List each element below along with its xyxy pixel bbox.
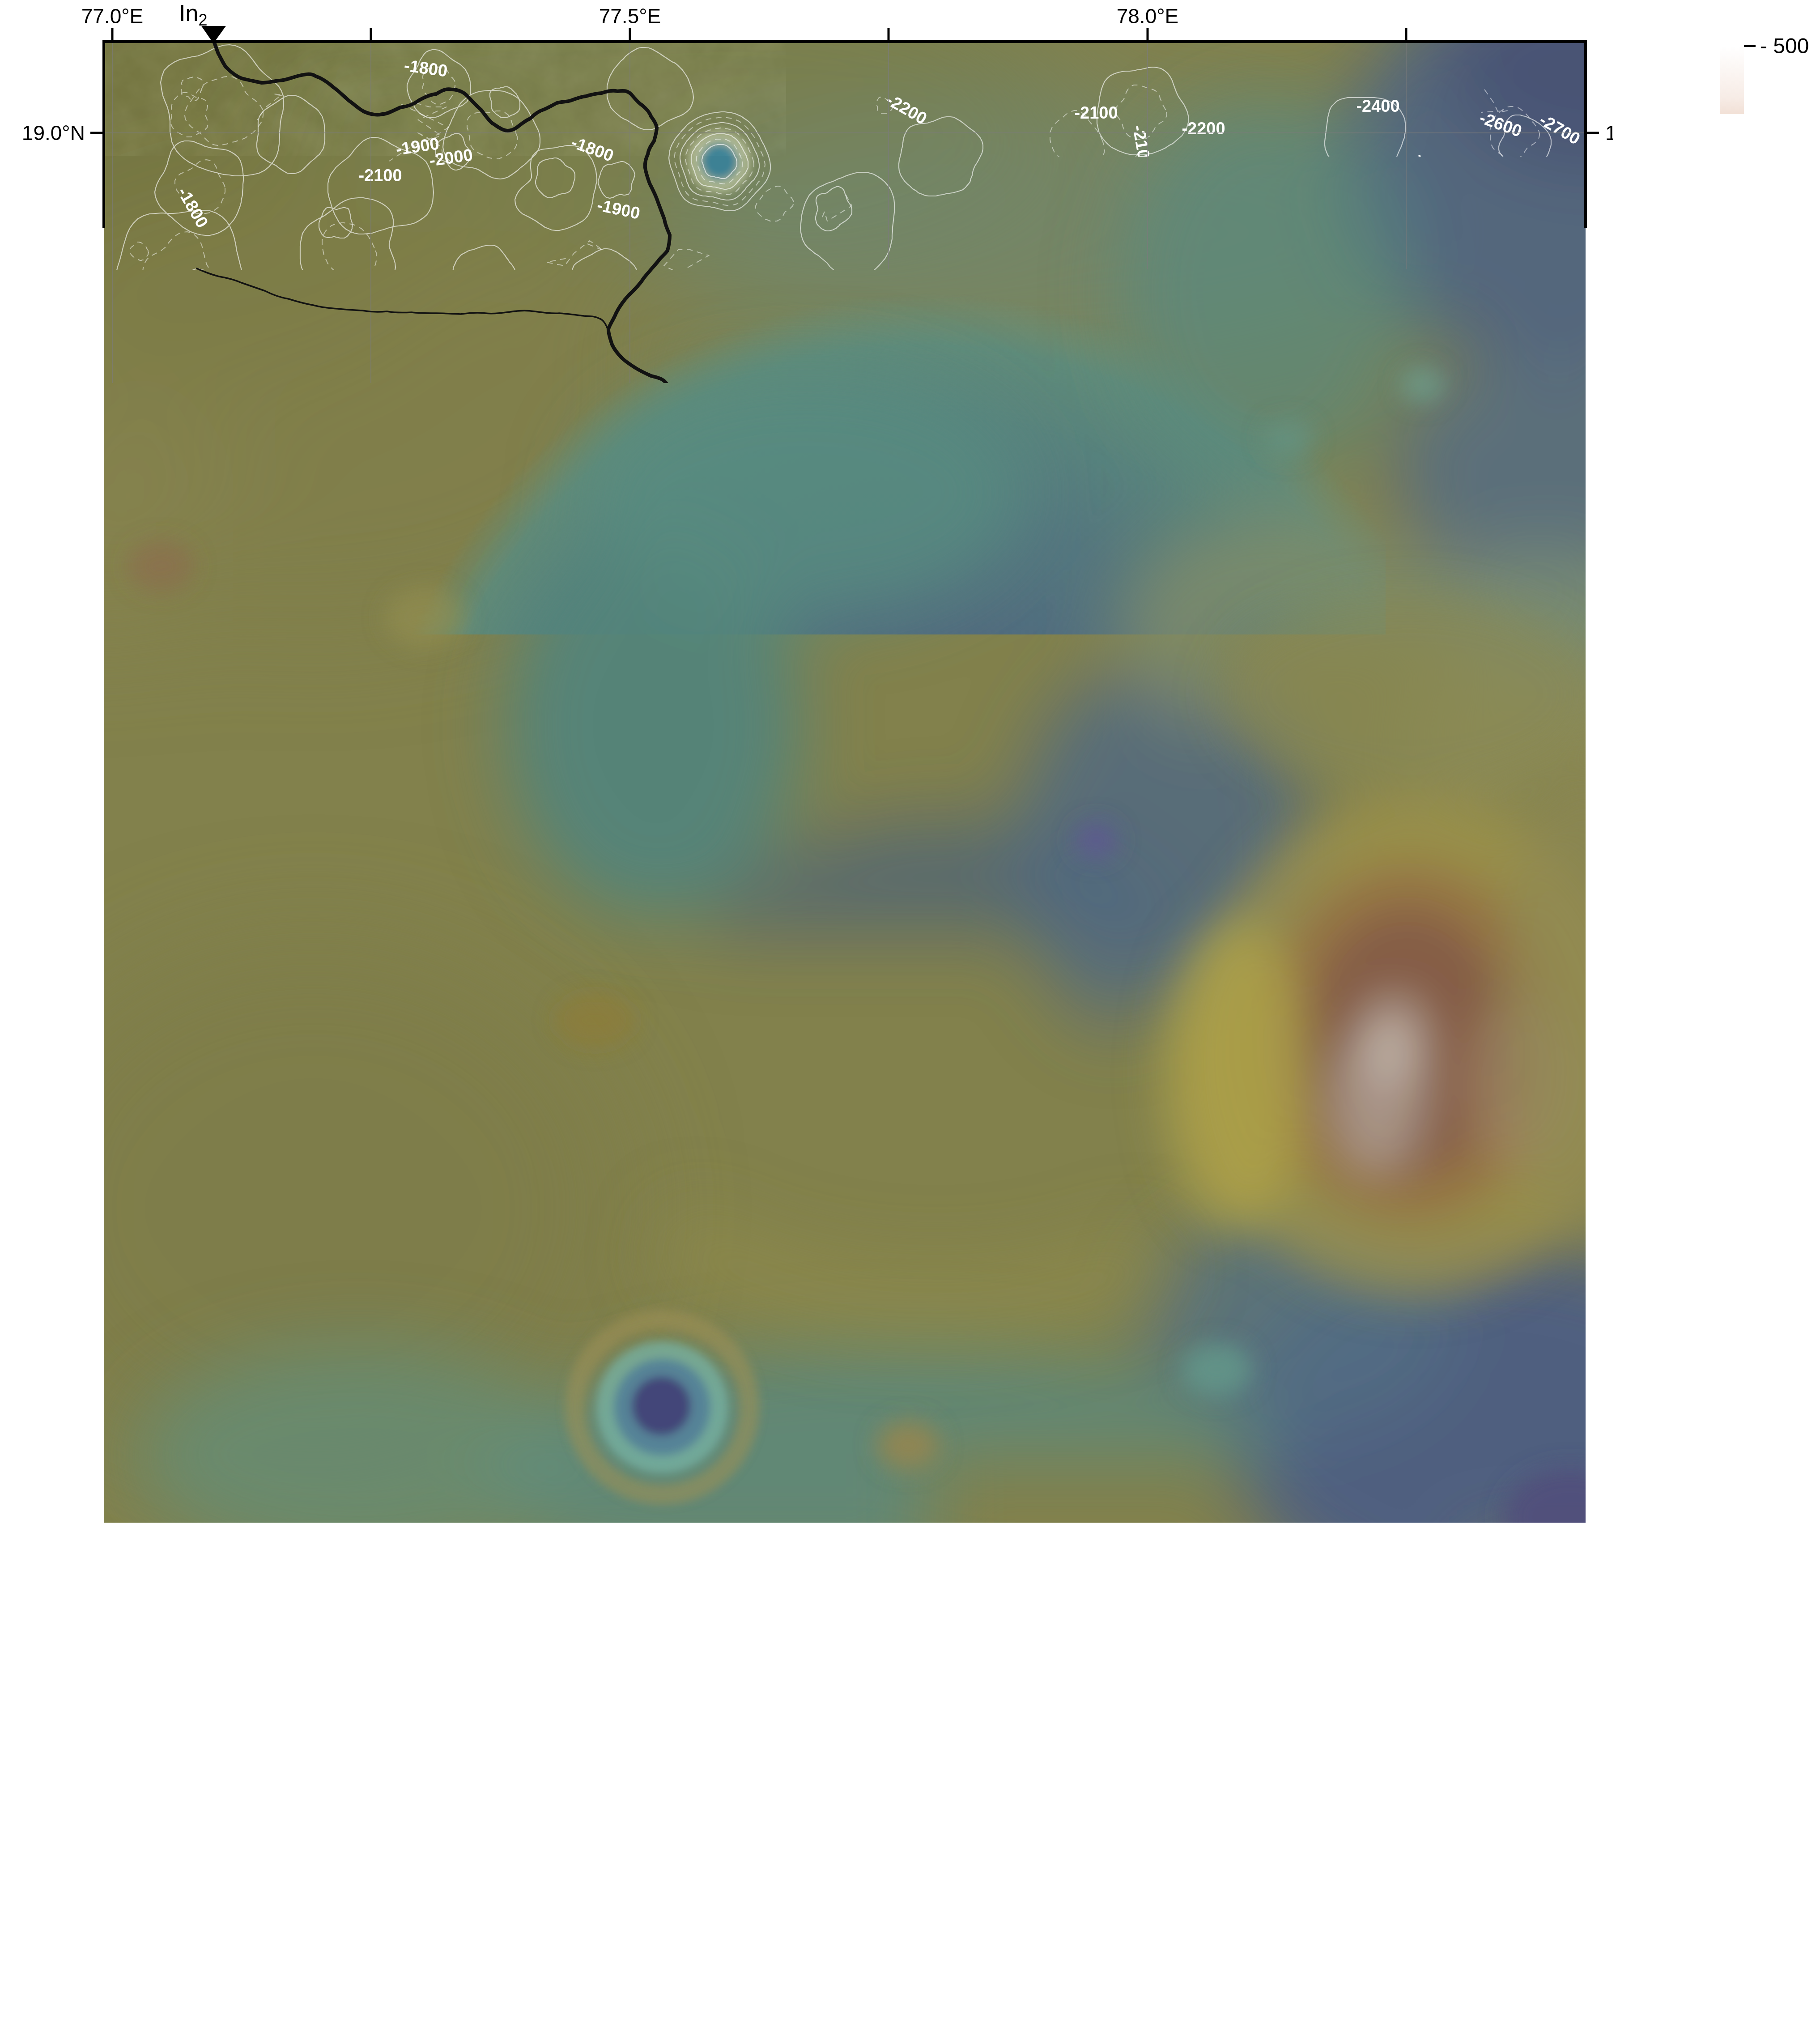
- svg-text:40: 40: [486, 1978, 513, 2005]
- svg-text:18.5°N: 18.5°N: [22, 659, 85, 682]
- svg-text:70: 70: [190, 1978, 217, 2005]
- svg-text:- 3145: - 3145: [1760, 1509, 1820, 1533]
- svg-text:Topographic profile lenght, st: Topographic profile lenght, starting fro…: [399, 2012, 1292, 2039]
- svg-text:10: 10: [782, 1978, 809, 2005]
- svg-text:20: 20: [1078, 1978, 1105, 2005]
- svg-text:-2400: -2400: [24, 1835, 85, 1861]
- svg-text:18.0°N: 18.0°N: [1605, 1197, 1668, 1220]
- svg-text:311 m: 311 m: [933, 1860, 996, 1886]
- svg-text:- 3000: - 3000: [1760, 1428, 1820, 1452]
- svg-text:18.5°N: 18.5°N: [1605, 659, 1668, 682]
- svg-text:30: 30: [1177, 1978, 1204, 2005]
- svg-text:-1800: -1800: [24, 1715, 85, 1742]
- svg-text:-2000: -2000: [24, 1755, 85, 1782]
- svg-text:50: 50: [387, 1978, 414, 2005]
- svg-text:SCALE 1:575,000 (1MM = 0.575 K: SCALE 1:575,000 (1MM = 0.575 KM): [1082, 1568, 1468, 1594]
- svg-text:60: 60: [289, 1978, 316, 2005]
- svg-text:Out1: Outlet Valley: Out1: Outlet Valley: [142, 1928, 339, 1958]
- svg-text:Height above GMM3 Mars Areoid: Height above GMM3 Mars Areoid (m): [1680, 598, 1705, 968]
- svg-text:Creative commons BY-SA 3.0 IGO: Creative commons BY-SA 3.0 IGO: [134, 1496, 346, 1512]
- svg-text:78.0°E: 78.0°E: [1117, 1535, 1179, 1558]
- svg-text:20 x vertical exaggeration: 20 x vertical exaggeration: [1291, 1707, 1566, 1734]
- svg-text:80: 80: [92, 1978, 119, 2005]
- svg-text:km: km: [334, 1562, 364, 1587]
- svg-text:50: 50: [1375, 1978, 1402, 2005]
- svg-text:2.5: 2.5: [196, 1607, 227, 1632]
- svg-text:20: 20: [520, 1607, 545, 1632]
- svg-text:- 1000: - 1000: [1760, 313, 1820, 336]
- svg-text:19.0°N: 19.0°N: [22, 121, 85, 145]
- svg-text:- 500: - 500: [1760, 34, 1809, 58]
- svg-text:- 2000: - 2000: [1760, 870, 1820, 894]
- svg-text:-3000: -3000: [24, 1952, 85, 1979]
- svg-text:Height above GMM3 Mars Areoid: Height above GMM3 Mars Areoid (m): [6, 1635, 32, 2020]
- svg-text:15: 15: [428, 1607, 453, 1632]
- svg-text:© ESA/DLR/FU Berlin: © ESA/DLR/FU Berlin: [112, 1476, 287, 1496]
- svg-text:-2600: -2600: [24, 1874, 85, 1901]
- svg-text:10: 10: [979, 1978, 1006, 2005]
- svg-text:40: 40: [1276, 1978, 1303, 2005]
- svg-text:STEREOGRAPHIC PROJECTION (clat: STEREOGRAPHIC PROJECTION (clat: 18.40°N,…: [952, 1596, 1598, 1625]
- svg-text:60: 60: [1474, 1978, 1501, 2005]
- svg-text:0: 0: [159, 1607, 171, 1632]
- svg-text:77.5°E: 77.5°E: [599, 4, 661, 28]
- svg-text:5: 5: [251, 1607, 263, 1632]
- svg-text:-2684 m: -2684 m: [882, 1913, 968, 1939]
- svg-text:-1600: -1600: [24, 1675, 85, 1702]
- svg-text:- 2500: - 2500: [1760, 1149, 1820, 1173]
- svg-text:77.0°E: 77.0°E: [81, 1535, 144, 1558]
- svg-text:-2373 m: -2373 m: [880, 1816, 965, 1842]
- svg-text:77.0°E: 77.0°E: [81, 4, 144, 28]
- svg-text:78.0°E: 78.0°E: [1117, 4, 1179, 28]
- svg-text:77.5°E: 77.5°E: [599, 1535, 661, 1558]
- svg-text:18.0°N: 18.0°N: [22, 1197, 85, 1220]
- svg-text:10: 10: [336, 1607, 361, 1632]
- svg-text:19.0°N: 19.0°N: [1605, 121, 1668, 145]
- svg-text:70: 70: [1573, 1978, 1599, 2005]
- svg-text:0: 0: [887, 1978, 901, 2005]
- svg-text:-2200: -2200: [24, 1795, 85, 1822]
- svg-text:-2800: -2800: [24, 1914, 85, 1941]
- svg-text:20: 20: [684, 1978, 710, 2005]
- svg-text:30: 30: [585, 1978, 612, 2005]
- svg-text:- 1500: - 1500: [1760, 592, 1820, 615]
